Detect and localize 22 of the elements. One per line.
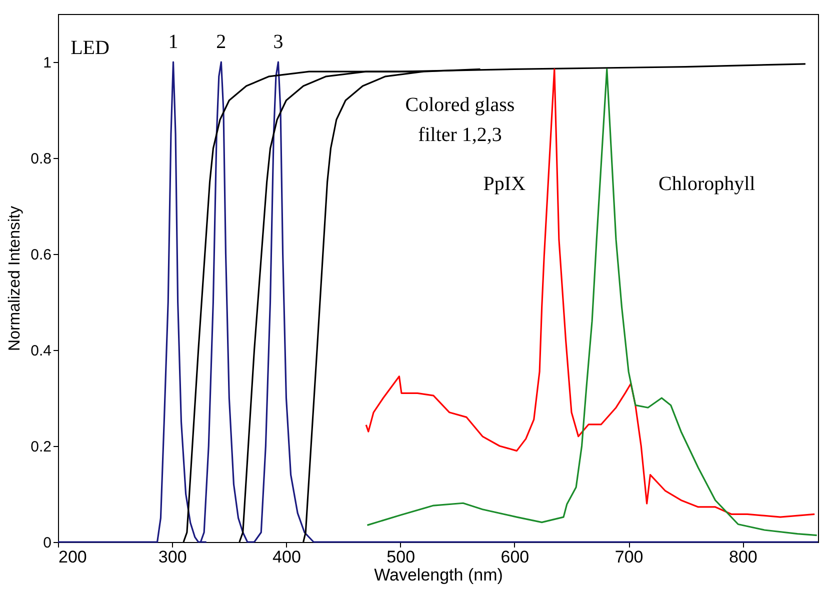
y-tick-label: 0.8 — [30, 150, 52, 168]
x-tick-label: 600 — [500, 548, 530, 566]
x-tick-label: 200 — [58, 548, 87, 566]
y-tick-label: 0.6 — [30, 246, 52, 264]
series-label: PpIX — [483, 173, 526, 196]
series-label: 3 — [273, 31, 284, 53]
y-axis-title: Normalized Intensity — [6, 206, 24, 351]
text: Chlorophyll — [658, 173, 756, 196]
x-tick-label: 700 — [614, 548, 644, 566]
y-tick-label: 1 — [43, 54, 52, 72]
x-axis-title: Wavelength (nm) — [374, 566, 503, 584]
series-label: 2 — [216, 31, 226, 53]
y-tick-label: 0 — [43, 534, 52, 552]
y-tick-label: 0.4 — [30, 342, 52, 360]
x-tick-label: 500 — [386, 548, 416, 566]
series-label: 1 — [168, 31, 178, 53]
x-tick-label: 800 — [728, 548, 758, 566]
y-tick-label: 0.2 — [30, 438, 52, 456]
x-tick-label: 300 — [158, 548, 187, 566]
annotation: Colored glass filter 1,2,3 — [405, 94, 515, 146]
x-tick-label: 400 — [272, 548, 301, 566]
annotation: LED — [70, 37, 110, 59]
